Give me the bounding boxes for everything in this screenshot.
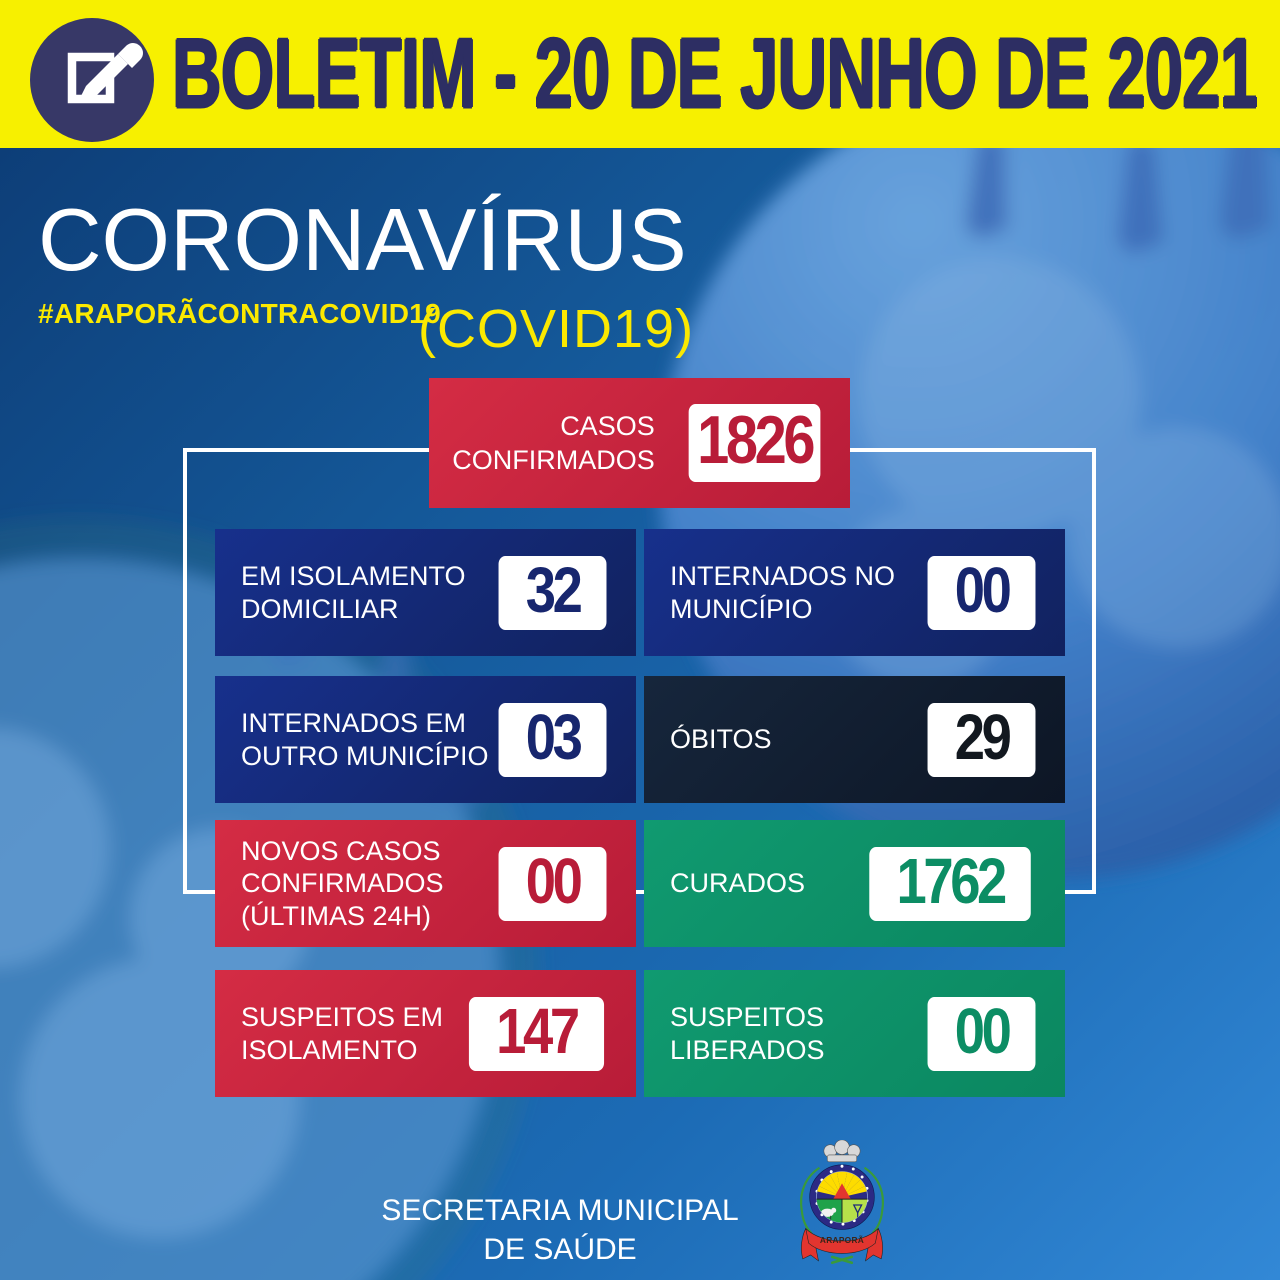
svg-text:ARAPORÃ: ARAPORÃ bbox=[820, 1235, 864, 1245]
